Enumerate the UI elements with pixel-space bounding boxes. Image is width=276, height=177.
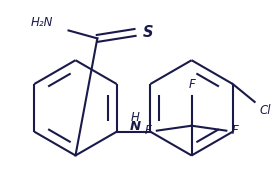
Text: S: S: [143, 25, 153, 40]
Text: F: F: [231, 124, 238, 137]
Text: H₂N: H₂N: [30, 16, 53, 29]
Text: F: F: [188, 78, 195, 91]
Text: H: H: [131, 111, 140, 124]
Text: N: N: [130, 120, 141, 133]
Text: Cl: Cl: [260, 104, 271, 117]
Text: F: F: [145, 124, 152, 137]
